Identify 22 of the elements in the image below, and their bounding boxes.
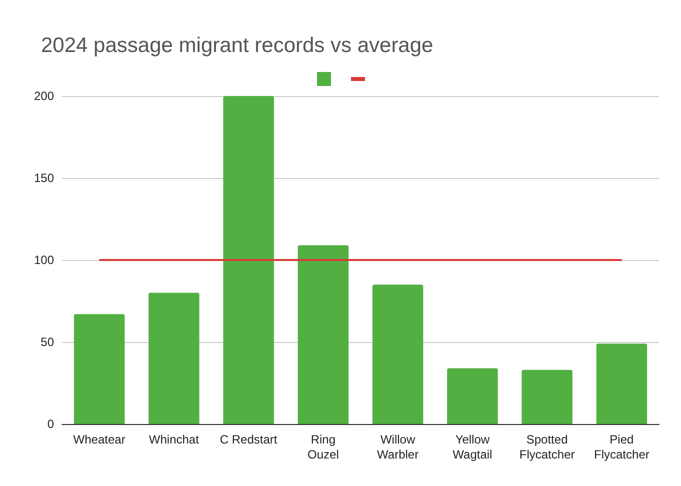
bar bbox=[522, 370, 572, 424]
chart-title: 2024 passage migrant records vs average bbox=[41, 34, 434, 57]
y-tick-label: 0 bbox=[47, 417, 54, 431]
bar bbox=[148, 292, 200, 424]
bar bbox=[74, 314, 125, 424]
x-tick-label: Spotted Flycatcher bbox=[519, 432, 575, 462]
bar bbox=[223, 96, 274, 424]
bar bbox=[298, 245, 349, 424]
y-tick-label: 100 bbox=[34, 253, 54, 267]
x-tick-label: Wheatear bbox=[73, 432, 126, 446]
bar bbox=[447, 368, 498, 424]
bar bbox=[596, 344, 648, 424]
y-tick-label: 50 bbox=[40, 335, 54, 349]
x-tick-label: Yellow Wagtail bbox=[452, 432, 492, 462]
y-tick-label: 200 bbox=[34, 89, 54, 103]
bar bbox=[372, 284, 424, 424]
x-tick-label: Ring Ouzel bbox=[308, 432, 339, 462]
x-tick-label: Pied Flycatcher bbox=[594, 432, 650, 462]
y-tick-label: 150 bbox=[34, 171, 54, 185]
x-tick-label: Whinchat bbox=[148, 432, 200, 446]
x-tick-label: C Redstart bbox=[220, 432, 278, 446]
x-tick-label: Willow Warbler bbox=[377, 432, 419, 462]
